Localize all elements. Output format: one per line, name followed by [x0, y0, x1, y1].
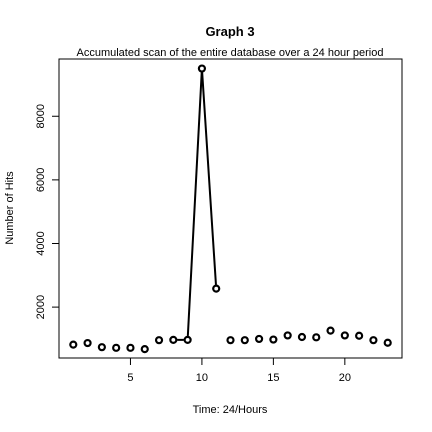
plot-frame	[58, 58, 403, 359]
x-axis: 5 10 15 20	[127, 358, 351, 384]
x-tick-label: 15	[267, 372, 279, 384]
series-segment	[186, 72, 203, 337]
chart-title: Graph 3	[205, 24, 254, 39]
data-point	[183, 335, 192, 344]
data-point	[83, 338, 92, 348]
data-point	[355, 331, 364, 340]
data-point	[283, 331, 292, 340]
data-point	[226, 336, 235, 345]
data-point	[312, 333, 321, 342]
data-point	[169, 335, 178, 344]
data-point	[340, 331, 349, 340]
y-tick-label: 6000	[35, 168, 47, 192]
data-point	[197, 64, 207, 73]
data-point	[240, 336, 249, 345]
data-point	[269, 335, 278, 344]
data-point	[212, 284, 221, 293]
data-point	[97, 343, 106, 352]
data-point	[326, 326, 335, 335]
series-lines	[176, 72, 217, 341]
y-tick-label: 8000	[35, 104, 47, 128]
data-point	[154, 336, 164, 345]
data-point	[297, 332, 307, 342]
x-axis-label: Time: 24/Hours	[193, 404, 268, 416]
x-tick-label: 10	[196, 372, 208, 384]
data-point	[69, 340, 78, 349]
data-point	[112, 343, 121, 352]
data-point	[126, 343, 135, 352]
y-axis: 2000 4000 6000 8000	[35, 104, 59, 319]
x-tick-label: 20	[339, 372, 351, 384]
y-tick-label: 4000	[35, 231, 47, 255]
data-point	[140, 344, 149, 354]
data-point	[369, 336, 378, 345]
data-point	[254, 334, 264, 344]
chart-subtitle: Accumulated scan of the entire database …	[77, 47, 384, 59]
data-point	[383, 338, 392, 347]
series-points	[69, 64, 392, 354]
x-tick-label: 5	[127, 372, 133, 384]
series-segment	[201, 72, 217, 286]
y-tick-label: 2000	[35, 295, 47, 319]
y-axis-label: Number of Hits	[4, 171, 16, 245]
